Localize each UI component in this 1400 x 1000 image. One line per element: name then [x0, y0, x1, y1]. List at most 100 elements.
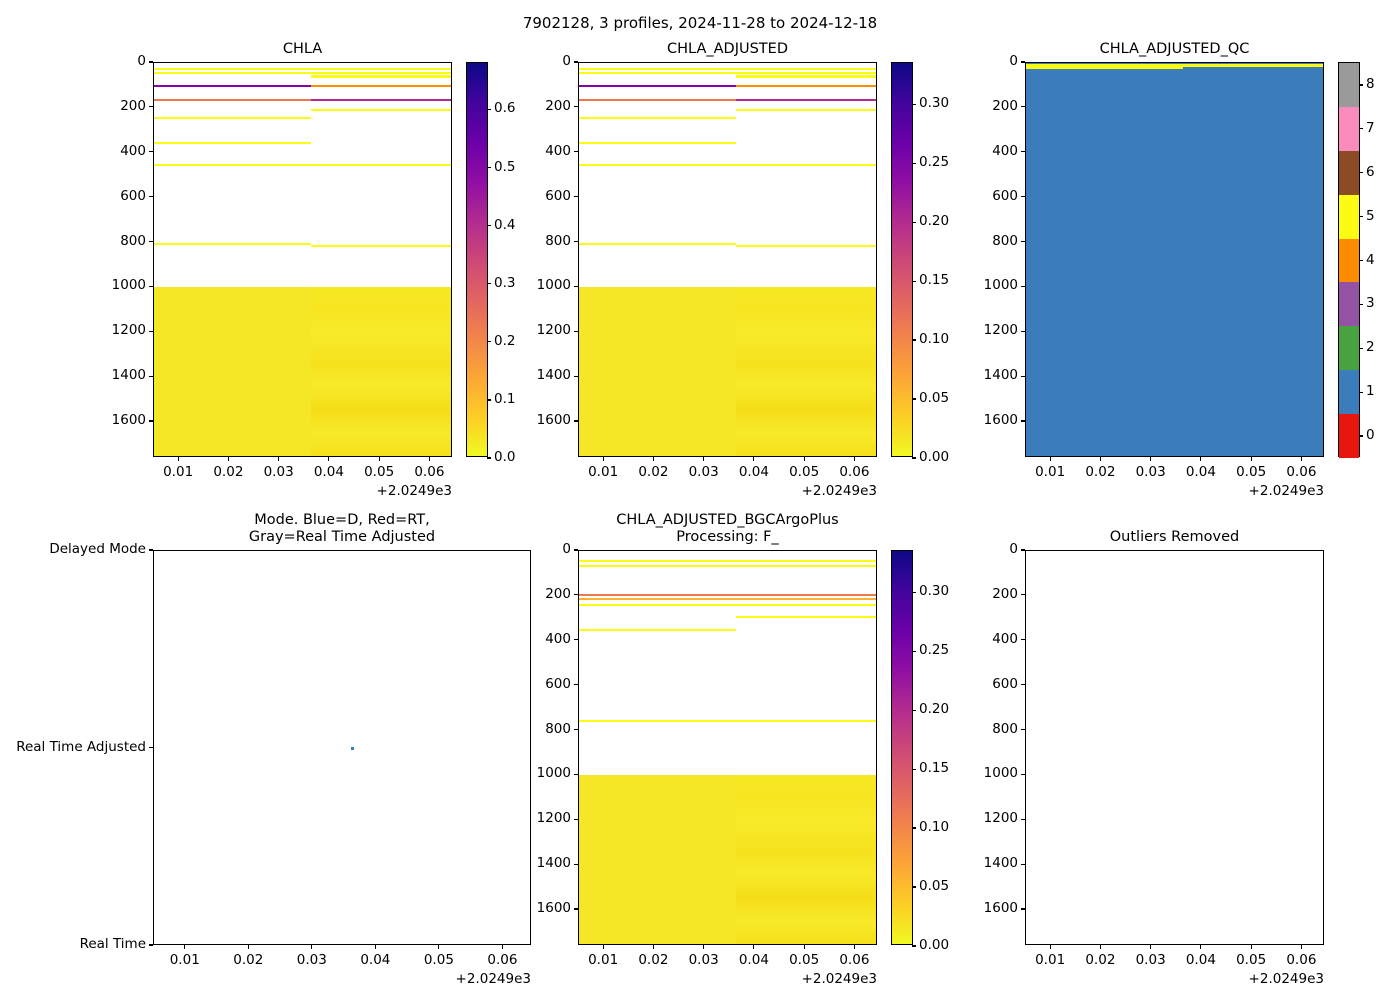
- x-tick-mark: [1049, 945, 1051, 949]
- panel-mode-axes[interactable]: [153, 550, 531, 945]
- profile-stripe-left: [579, 67, 737, 70]
- y-tick-mark: [574, 151, 578, 153]
- profile-stripe-left: [154, 85, 312, 88]
- x-tick-mark: [227, 457, 229, 461]
- colorbar-tick-mark: [487, 457, 491, 459]
- panel-bgcargoplus-title: CHLA_ADJUSTED_BGCArgoPlus Processing: F_: [616, 511, 839, 545]
- y-tick-label: 400: [992, 142, 1018, 159]
- y-tick-mark: [574, 106, 578, 108]
- y-tick-mark: [574, 684, 578, 686]
- x-tick-mark: [753, 457, 755, 461]
- x-tick-label: 0.02: [638, 952, 669, 968]
- profile-stripe-right: [311, 245, 451, 248]
- qc-colorbar-segment: [1339, 414, 1359, 458]
- x-tick-mark: [247, 945, 249, 949]
- y-tick-mark: [574, 728, 578, 731]
- y-tick-label: 600: [992, 675, 1018, 692]
- y-tick-mark: [1021, 151, 1025, 153]
- y-tick-mark: [1021, 773, 1025, 776]
- x-tick-label: 0.06: [1286, 952, 1317, 968]
- colorbar-tick-label: 0.2: [494, 332, 516, 349]
- y-tick-mark: [149, 196, 153, 198]
- y-tick-label: 0: [562, 541, 571, 557]
- x-tick-label: 0.05: [789, 952, 820, 968]
- colorbar-tick-label: 0.05: [919, 390, 950, 407]
- x-tick-label: 0.06: [839, 952, 870, 968]
- colorbar-tick-label: 6: [1366, 163, 1375, 180]
- y-tick-mark: [149, 549, 153, 551]
- colorbar-chla-adjusted-qc[interactable]: 0 1 2 3 4 5 6 7 8: [1338, 62, 1375, 458]
- y-tick-label: 1600: [983, 900, 1018, 917]
- x-tick-mark: [652, 457, 654, 461]
- x-tick-label: 0.04: [1185, 464, 1216, 480]
- colorbar-tick-mark: [487, 283, 491, 285]
- profile-stripe-right: [736, 109, 876, 111]
- deep-block-right: [736, 287, 876, 456]
- y-tick-mark: [149, 240, 153, 243]
- y-tick-mark: [574, 549, 578, 551]
- panel-outliers-removed-axes[interactable]: [1025, 550, 1324, 945]
- colorbar-tick-label: 0.30: [919, 95, 950, 112]
- profile-stripe-right: [736, 598, 876, 601]
- profile-stripe-left: [579, 564, 737, 567]
- y-tick-mark: [1021, 106, 1025, 108]
- profile-stripe-left: [579, 560, 737, 563]
- y-tick-label: 1000: [111, 277, 146, 294]
- qc-flag5-stripe-right: [1183, 64, 1323, 67]
- profile-stripe-left: [154, 164, 312, 167]
- y-tick-label: 1600: [536, 412, 571, 429]
- colorbar-tick-label: 0.05: [919, 878, 950, 895]
- x-tick-mark: [703, 945, 705, 949]
- x-tick-mark: [1250, 945, 1252, 949]
- colorbar-bgcargoplus[interactable]: 0.00 0.05 0.10 0.15 0.20 0.25 0.30: [891, 550, 949, 953]
- x-tick-mark: [1300, 945, 1302, 949]
- y-tick-label: 600: [992, 187, 1018, 204]
- colorbar-tick-label: 0.00: [919, 937, 950, 953]
- y-tick-label: 200: [545, 97, 571, 114]
- y-tick-mark: [1021, 375, 1025, 377]
- profile-stripe-right: [311, 71, 451, 74]
- panel-chla-adjusted: CHLA_ADJUSTED 0 200 400 600 800 1000 1200 1400 1…: [537, 41, 877, 499]
- qc-body-block: [1026, 69, 1323, 456]
- x-tick-mark: [853, 457, 855, 461]
- y-tick-label: Real Time: [79, 936, 146, 952]
- colorbar-tick-label: 0.20: [919, 701, 950, 718]
- colorbar-tick-label: 1: [1366, 383, 1375, 400]
- x-tick-label: 0.06: [839, 464, 870, 480]
- y-tick-mark: [149, 944, 153, 946]
- profile-stripe-left: [579, 629, 737, 632]
- y-tick-mark: [574, 240, 578, 243]
- panel-chla-adjusted-axes[interactable]: [578, 62, 877, 457]
- y-tick-mark: [149, 330, 153, 332]
- y-tick-label: 1200: [983, 322, 1018, 339]
- profile-stripe-left: [154, 71, 312, 74]
- panel-bgcargoplus-axes[interactable]: [578, 550, 877, 945]
- qc-colorbar-segment: [1339, 150, 1359, 195]
- qc-colorbar-segment: [1339, 370, 1359, 415]
- panel-chla-axes[interactable]: [153, 62, 452, 457]
- panel-chla-adjusted-qc-title: CHLA_ADJUSTED_QC: [1099, 40, 1250, 57]
- colorbar-tick-label: 8: [1366, 75, 1375, 92]
- y-tick-label: 1400: [536, 855, 571, 872]
- colorbar-chla-adjusted[interactable]: 0.00 0.05 0.10 0.15 0.20 0.25 0.30: [891, 62, 949, 465]
- x-tick-mark: [803, 457, 805, 461]
- y-tick-mark: [574, 863, 578, 865]
- y-tick-label: 600: [545, 187, 571, 204]
- panel-chla-adjusted-qc-axes[interactable]: [1025, 62, 1324, 457]
- y-tick-mark: [574, 61, 578, 63]
- y-tick-mark: [1021, 61, 1025, 63]
- x-tick-label: 0.05: [789, 464, 820, 480]
- y-tick-mark: [1021, 863, 1025, 865]
- x-tick-mark: [184, 945, 186, 949]
- profile-stripe-left: [154, 242, 312, 245]
- qc-colorbar-segment: [1339, 326, 1359, 371]
- y-tick-label: 400: [992, 630, 1018, 647]
- y-tick-mark: [1021, 684, 1025, 686]
- y-tick-mark: [149, 106, 153, 108]
- colorbar-tick-mark: [1359, 391, 1363, 393]
- colorbar-chla[interactable]: 0.0 0.1 0.2 0.3 0.4 0.5 0.6: [466, 62, 515, 465]
- colorbar-tick-label: 7: [1366, 119, 1375, 136]
- profile-stripe-right: [311, 164, 451, 167]
- y-tick-mark: [1021, 196, 1025, 198]
- y-tick-mark: [1021, 549, 1025, 551]
